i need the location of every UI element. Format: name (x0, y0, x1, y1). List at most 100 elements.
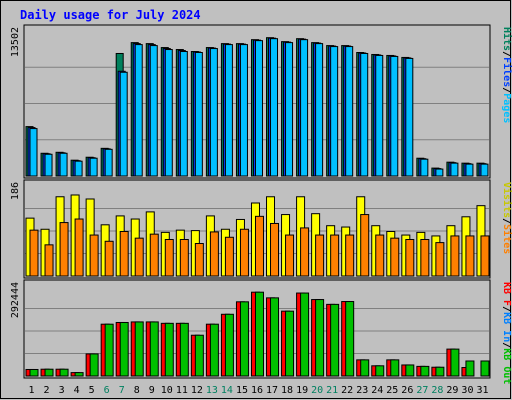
bar-kb-out (420, 365, 430, 377)
bar-sites (405, 238, 415, 277)
bar-pages (239, 44, 248, 177)
bar-pages (345, 46, 354, 177)
bar-kb-out (59, 368, 69, 377)
bar-pages (390, 55, 399, 177)
bar-pages (435, 168, 444, 177)
bar-pages (360, 52, 369, 177)
bar-kb-out (209, 323, 219, 377)
legend-entry: KB Out (501, 348, 512, 384)
x-tick-label: 24 (371, 385, 383, 396)
x-tick-label: 4 (74, 385, 80, 396)
bar-pages (29, 128, 38, 177)
legend-entry: KB In (501, 312, 512, 342)
x-tick-label: 19 (296, 385, 308, 396)
x-tick-label: 23 (356, 385, 368, 396)
bar-kb-out (74, 372, 84, 377)
x-axis-labels: 1 2 3 4 5 6 7 8 9 10 11 12 13 14 15 16 17 18 19 20 21 22 23 24 2… (29, 385, 489, 396)
bar-sites (480, 235, 490, 277)
bar-kb-out (149, 321, 159, 377)
bar-pages (209, 48, 218, 177)
bar-kb-out (89, 353, 99, 377)
bar-pages (270, 38, 279, 177)
bar-kb-out (465, 360, 475, 377)
bar-sites (330, 234, 340, 277)
bar-sites (134, 237, 144, 277)
bar-sites (390, 237, 400, 277)
panel-kbf-kbin-kbout: 292444 KB F/KB In/KB Out (10, 279, 512, 384)
bar-pages (74, 160, 83, 177)
bar-kb-out (345, 301, 355, 377)
bar-kb-out (330, 303, 340, 377)
bar-sites (74, 218, 84, 277)
x-tick-label: 12 (191, 385, 203, 396)
bar-kb-out (480, 360, 490, 377)
bar-sites (375, 234, 385, 277)
x-tick-label: 27 (416, 385, 428, 396)
bar-sites (29, 229, 39, 277)
x-tick-label: 6 (104, 385, 110, 396)
bar-kb-out (300, 292, 310, 377)
legend-entry: / (501, 306, 512, 312)
bar-pages (300, 39, 309, 177)
panel-legend: Hits/Files/Pages (501, 27, 512, 123)
chart-title: Daily usage for July 2024 (20, 8, 201, 22)
bar-kb-out (435, 366, 445, 377)
x-tick-label: 11 (176, 385, 188, 396)
bar-sites (270, 222, 280, 277)
bar-sites (465, 235, 475, 277)
bar-sites (420, 238, 430, 277)
x-tick-label: 10 (161, 385, 173, 396)
panel-hits-files-pages: 13502 Hits/Files/Pages (10, 24, 512, 179)
bar-sites (194, 243, 204, 277)
bar-sites (345, 234, 355, 277)
bar-sites (59, 222, 69, 277)
x-tick-label: 1 (29, 385, 35, 396)
bar-kb-out (164, 322, 174, 377)
bar-pages (179, 51, 188, 177)
bar-sites (164, 238, 174, 277)
bar-sites (239, 228, 249, 277)
bar-pages (375, 54, 384, 177)
bar-sites (254, 215, 264, 277)
legend-entry: / (501, 342, 512, 348)
bar-pages (480, 163, 489, 177)
legend-entry: / (501, 87, 512, 93)
bar-sites (44, 244, 54, 277)
x-tick-label: 28 (431, 385, 443, 396)
bar-kb-out (285, 310, 295, 377)
bar-kb-out (270, 297, 280, 377)
x-tick-label: 14 (221, 385, 233, 396)
bar-pages (315, 43, 324, 177)
bar-kb-out (44, 368, 54, 377)
bar-sites (89, 234, 99, 277)
x-tick-label: 5 (89, 385, 95, 396)
bar-sites (104, 240, 114, 277)
bar-sites (435, 242, 445, 277)
bar-kb-out (239, 301, 249, 377)
bar-pages (330, 46, 339, 177)
x-tick-label: 17 (266, 385, 278, 396)
bar-kb-out (134, 321, 144, 377)
bar-kb-out (179, 322, 189, 377)
x-tick-label: 30 (461, 385, 473, 396)
bar-kb-out (315, 299, 325, 377)
bar-kb-out (450, 348, 460, 377)
bar-kb-out (224, 313, 234, 377)
legend-entry: KB F (501, 282, 512, 306)
x-tick-label: 2 (44, 385, 50, 396)
legend-entry: / (501, 51, 512, 57)
panel-max-label: 186 (10, 182, 21, 200)
x-tick-label: 29 (446, 385, 458, 396)
legend-entry: Visits (501, 182, 512, 218)
x-tick-label: 3 (59, 385, 65, 396)
x-tick-label: 9 (149, 385, 155, 396)
x-tick-label: 7 (119, 385, 125, 396)
x-tick-label: 21 (326, 385, 338, 396)
x-tick-label: 22 (341, 385, 353, 396)
bar-sites (209, 231, 219, 277)
bar-sites (315, 234, 325, 277)
